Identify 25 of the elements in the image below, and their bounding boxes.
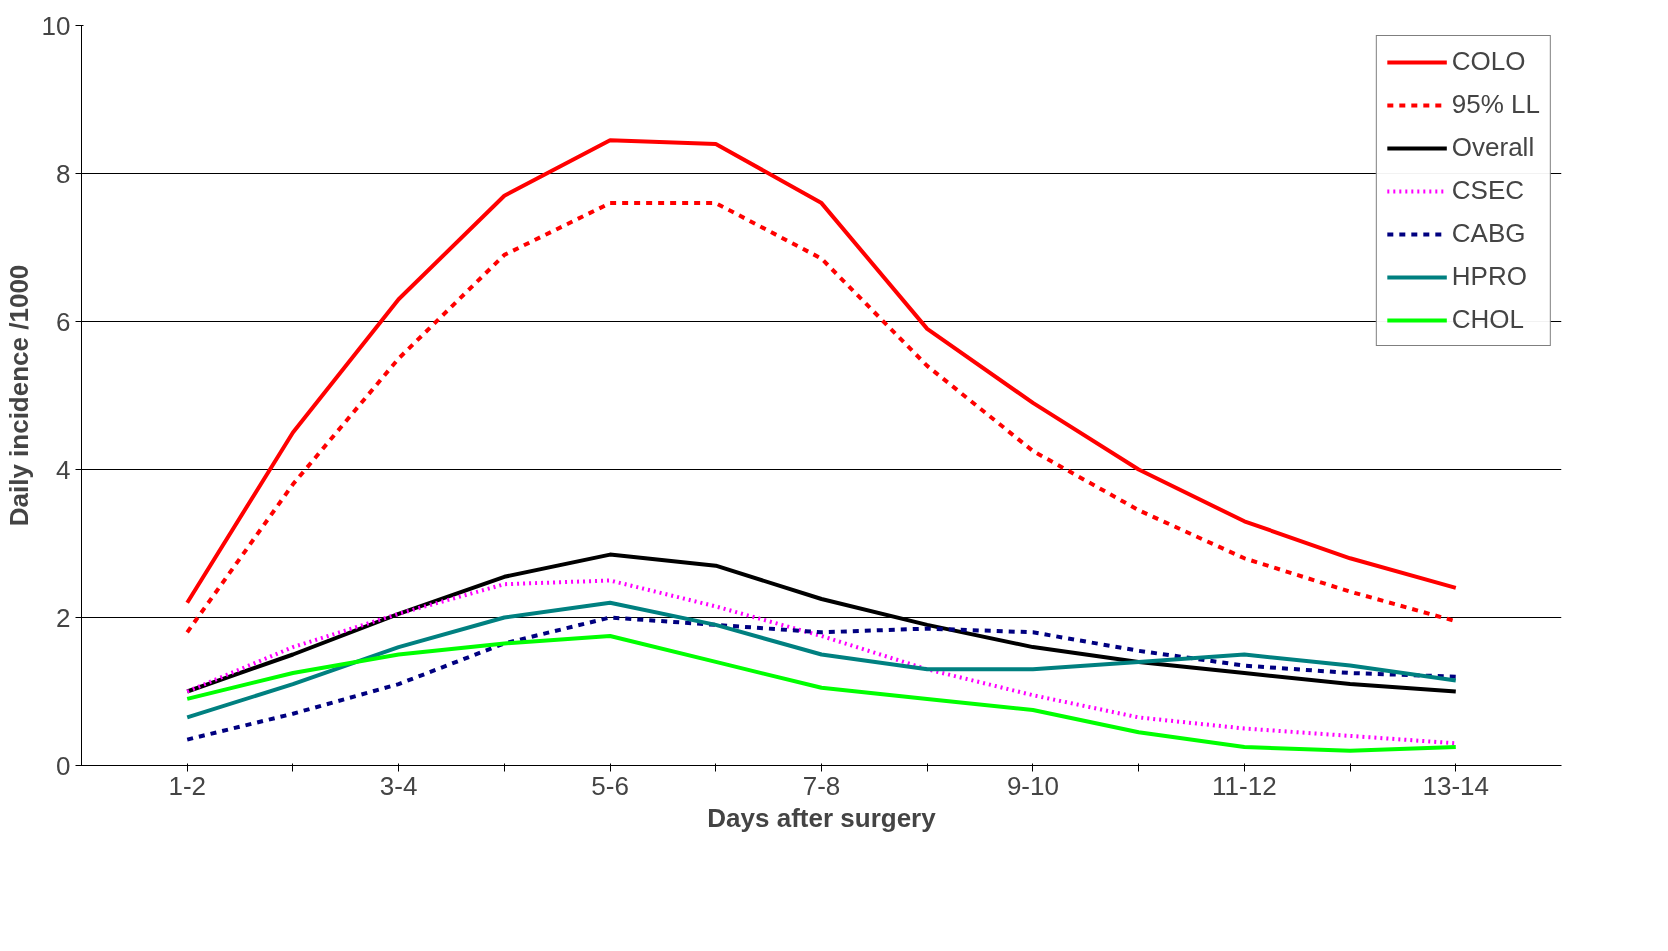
- legend-label: HPRO: [1451, 261, 1527, 292]
- y-tick-label: 6: [56, 306, 71, 337]
- x-tick-label: 7-8: [802, 770, 841, 801]
- x-tick-label: 13-14: [1422, 770, 1490, 801]
- x-tick-label: 11-12: [1212, 770, 1277, 801]
- legend-label: Overall: [1451, 132, 1535, 163]
- line-series: [185, 634, 1458, 753]
- y-tick-label: 8: [56, 158, 71, 189]
- legend-label: 95% LL: [1451, 89, 1540, 120]
- x-tick-label: 3-4: [379, 770, 418, 801]
- y-tick-label: 2: [56, 602, 71, 633]
- y-axis-title: Daily incidence /1000: [3, 264, 34, 527]
- y-tick-label: 4: [56, 454, 71, 485]
- line-series: [185, 615, 1458, 742]
- y-tick-label: 10: [41, 10, 71, 41]
- x-tick-label: 9-10: [1006, 770, 1059, 801]
- line-series: [185, 600, 1458, 720]
- x-tick-label: 5-6: [591, 770, 629, 801]
- legend-label: COLO: [1451, 46, 1526, 77]
- legend-label: CABG: [1451, 218, 1526, 249]
- legend-label: CHOL: [1451, 304, 1525, 335]
- legend-label: CSEC: [1451, 175, 1525, 206]
- x-axis-title: Days after surgery: [707, 802, 937, 833]
- y-tick-label: 0: [56, 750, 71, 781]
- x-tick-label: 1-2: [168, 770, 206, 801]
